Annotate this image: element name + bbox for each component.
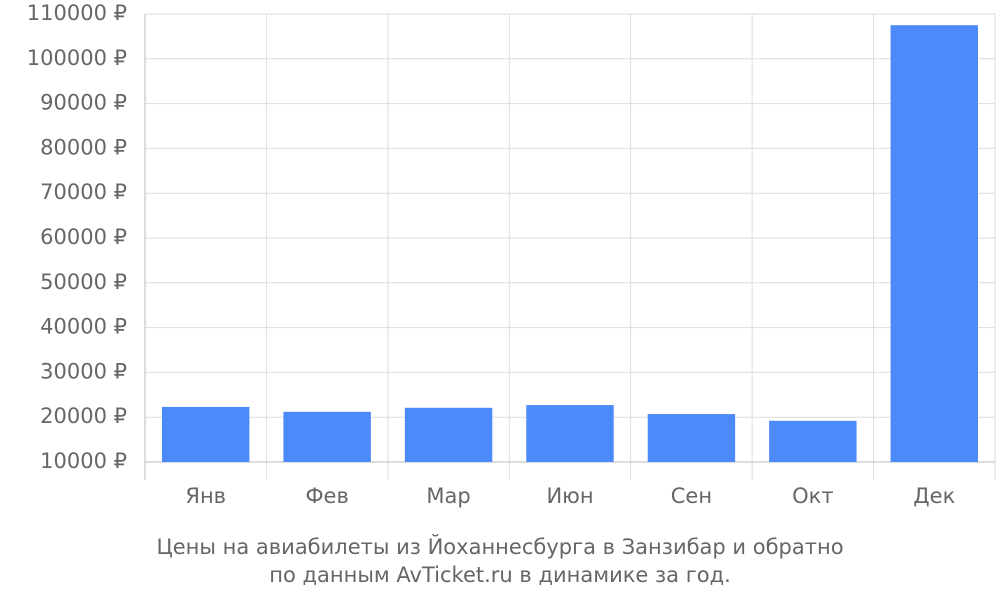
y-tick-label: 60000 ₽ xyxy=(40,225,127,249)
x-tick-label: Дек xyxy=(913,484,955,508)
y-tick-label: 80000 ₽ xyxy=(40,135,127,159)
x-tick-label: Сен xyxy=(671,484,712,508)
y-tick-label: 50000 ₽ xyxy=(40,270,127,294)
bar xyxy=(162,406,250,462)
y-tick-label: 100000 ₽ xyxy=(27,46,127,70)
bar xyxy=(890,25,978,462)
x-tick-label: Окт xyxy=(792,484,833,508)
y-tick-label: 40000 ₽ xyxy=(40,315,127,339)
bar xyxy=(647,414,736,462)
x-tick-label: Июн xyxy=(546,484,593,508)
bar xyxy=(283,411,371,462)
y-tick-label: 10000 ₽ xyxy=(40,449,127,473)
y-tick-label: 20000 ₽ xyxy=(40,404,127,428)
bar xyxy=(526,405,614,462)
x-tick-label: Янв xyxy=(185,484,226,508)
chart-caption: по данным AvTicket.ru в динамике за год. xyxy=(269,563,731,587)
y-tick-label: 110000 ₽ xyxy=(27,1,127,25)
x-tick-label: Мар xyxy=(426,484,470,508)
y-tick-label: 90000 ₽ xyxy=(40,91,127,115)
bar xyxy=(404,407,493,462)
chart-caption: Цены на авиабилеты из Йоханнесбурга в За… xyxy=(156,534,843,559)
y-tick-label: 70000 ₽ xyxy=(40,180,127,204)
y-tick-label: 30000 ₽ xyxy=(40,359,127,383)
bar xyxy=(769,420,857,462)
x-tick-label: Фев xyxy=(305,484,348,508)
